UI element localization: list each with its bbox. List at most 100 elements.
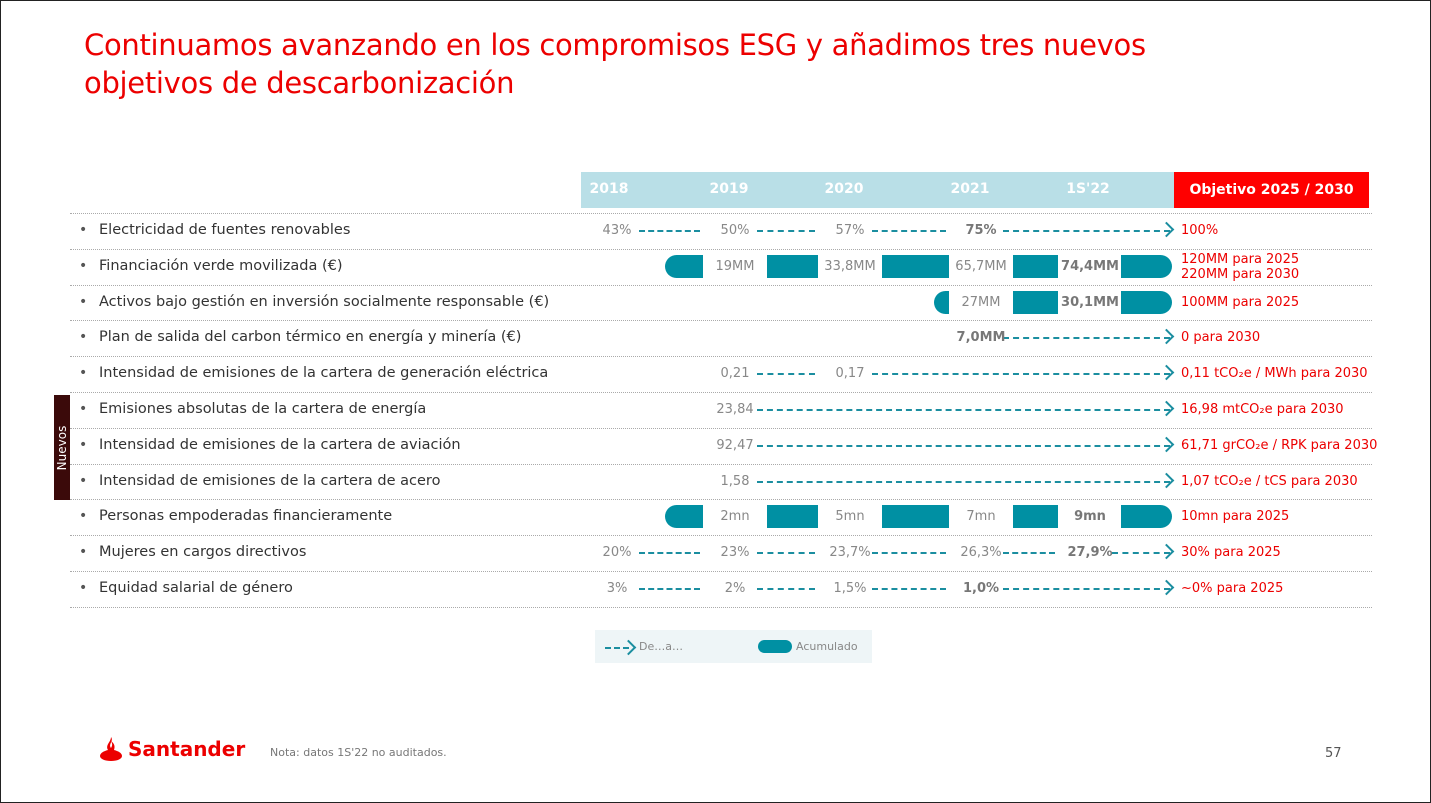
target-value: 0 para 2030 (1181, 330, 1260, 345)
col-2019: 2019 (709, 181, 749, 197)
slide-title: Continuamos avanzando en los compromisos… (84, 26, 1146, 102)
row-label: Intensidad de emisiones de la cartera de… (99, 472, 441, 489)
bullet: • (79, 508, 88, 525)
bullet: • (79, 329, 88, 346)
dashed-connector (872, 552, 946, 555)
col-2020: 2020 (824, 181, 864, 197)
row-label: Electricidad de fuentes renovables (99, 222, 351, 238)
arrow-head-icon (1158, 543, 1175, 560)
bar-segment (665, 505, 703, 529)
value-2019: 2% (724, 581, 746, 596)
target-line: 0,11 tCO₂e / MWh para 2030 (1181, 366, 1368, 382)
target-line: ~0% para 2025 (1181, 581, 1284, 596)
value-2021: 1,0% (962, 581, 1000, 596)
bar-segment (1013, 290, 1058, 314)
row-label: Equidad salarial de género (99, 580, 293, 596)
arrow-head-icon (1158, 472, 1175, 488)
table-row: • Intensidad de emisiones de la cartera d… (0, 356, 1431, 392)
new-label: Nuevos (55, 425, 69, 470)
value-2019: 1,58 (720, 473, 750, 489)
target-value: 1,07 tCO₂e / tCS para 2030 (1181, 474, 1358, 489)
title-line-1: Continuamos avanzando en los compromisos… (84, 28, 1146, 62)
table-row: • Personas empoderadas financieramente 2mn… (0, 499, 1431, 535)
bullet: • (79, 436, 88, 453)
bar-segment (1013, 254, 1058, 278)
value-1s22: 9mn (1074, 509, 1106, 525)
table-row: • Mujeres en cargos directivos 20% 23% 23,7%… (0, 535, 1431, 571)
bar-segment (1013, 505, 1058, 529)
row-separator (70, 606, 1372, 608)
target-line: 100% (1181, 223, 1219, 238)
table-row: • Activos bajo gestión en inversión socia… (0, 285, 1431, 321)
row-separator (70, 571, 1372, 572)
row-separator (70, 248, 1372, 250)
year-header: 2018 2019 2020 2021 1S'22 (581, 172, 1174, 208)
dashed-connector (757, 444, 1170, 447)
dashed-connector (639, 588, 700, 590)
value-2020: 5mn (835, 509, 865, 525)
target-line: 10mn para 2025 (1181, 509, 1290, 525)
value-2021: 75% (965, 223, 997, 238)
target-line: 1,07 tCO₂e / tCS para 2030 (1181, 473, 1358, 489)
target-line: 30% para 2025 (1181, 545, 1281, 561)
target-line: 0 para 2030 (1181, 330, 1261, 346)
target-value: 0,11 tCO₂e / MWh para 2030 (1181, 366, 1368, 381)
footnote: Nota: datos 1S'22 no auditados. (270, 746, 447, 759)
value-2019: 23,84 (716, 402, 754, 417)
row-separator (70, 427, 1372, 429)
legend-bar-label: Acumulado (796, 640, 858, 653)
value-2021: 7,0MM (956, 330, 1006, 346)
target-line: 100MM para 2025 (1181, 294, 1300, 310)
value-2020: 1,5% (833, 581, 867, 596)
row-label: Intensidad de emisiones de la cartera de… (99, 436, 461, 453)
bullet: • (79, 222, 88, 238)
target-value: 100% (1181, 223, 1218, 238)
target-line: 120MM para 2025 (1181, 251, 1300, 267)
bullet: • (79, 544, 88, 561)
value-2019: 0,21 (720, 366, 750, 382)
value-2019: 23% (720, 545, 750, 561)
row-separator (70, 499, 1372, 501)
row-label: Plan de salida del carbon térmico en ene… (99, 329, 522, 346)
arrow-head-icon (1158, 400, 1175, 417)
col-2021: 2021 (950, 181, 990, 197)
bullet: • (79, 472, 88, 489)
dashed-connector (1003, 230, 1170, 232)
value-2019: 19MM (715, 258, 755, 274)
row-separator (70, 320, 1372, 322)
row-label: Activos bajo gestión en inversión social… (99, 293, 550, 310)
bar-segment (767, 505, 818, 529)
value-2020: 57% (835, 223, 865, 238)
page-number: 57 (1325, 746, 1342, 761)
bar-segment (1121, 290, 1172, 314)
bullet: • (79, 293, 88, 310)
target-value: 10mn para 2025 (1181, 509, 1289, 524)
table-row: • Plan de salida del carbon térmico en en… (0, 320, 1431, 356)
dashed-connector (757, 230, 815, 232)
value-2021: 7mn (966, 509, 996, 525)
arrow-head-icon (1158, 579, 1175, 596)
row-label: Intensidad de emisiones de la cartera de… (99, 365, 549, 382)
legend-arrow-label: De…a… (639, 640, 683, 653)
table-row: • Intensidad de emisiones de la cartera d… (0, 464, 1431, 500)
bar-segment (1121, 505, 1172, 529)
target-value: 61,71 grCO₂e / RPK para 2030 (1181, 438, 1377, 453)
dashed-connector (757, 552, 815, 555)
dashed-connector (1003, 588, 1170, 590)
row-label: Mujeres en cargos directivos (99, 544, 307, 561)
dashed-connector (1003, 337, 1170, 340)
brand-name: Santander (128, 737, 246, 761)
dashed-connector (1112, 552, 1170, 555)
bar-segment (882, 254, 949, 278)
bar-segment (1121, 254, 1172, 278)
table-row: • Financiación verde movilizada (€) 19MM 33… (0, 249, 1431, 285)
col-2018: 2018 (589, 181, 629, 197)
table-row: • Electricidad de fuentes renovables 43% 50… (0, 213, 1431, 249)
value-2018: 20% (602, 545, 632, 561)
legend-dash-icon (605, 647, 629, 649)
value-2020: 33,8MM (824, 258, 876, 274)
arrow-head-icon (1158, 436, 1175, 453)
dashed-connector (872, 373, 1170, 376)
row-label: Emisiones absolutas de la cartera de ene… (99, 401, 427, 417)
row-label: Financiación verde movilizada (€) (99, 257, 343, 274)
